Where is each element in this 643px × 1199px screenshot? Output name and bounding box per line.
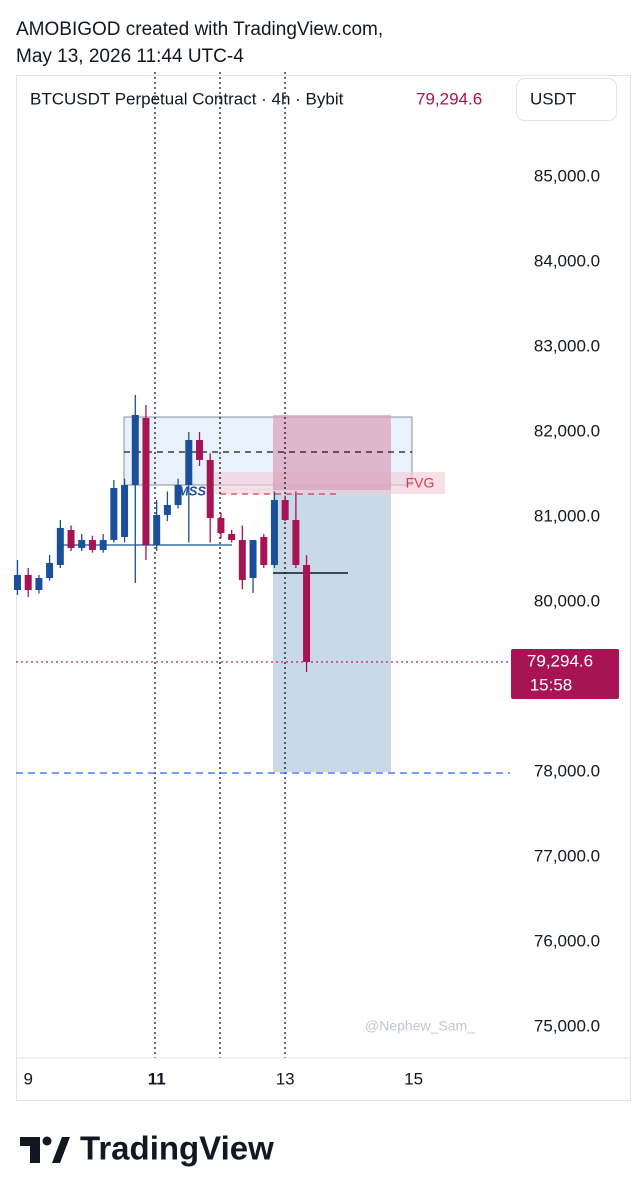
candle-body bbox=[121, 485, 129, 537]
drawings: MSS FVG bbox=[16, 72, 510, 1058]
last-price-label: 79,294.6 bbox=[527, 651, 593, 670]
watermark: @Nephew_Sam_ bbox=[365, 1018, 475, 1034]
candle-body bbox=[174, 485, 182, 506]
candle-body bbox=[292, 519, 300, 566]
candle-body bbox=[67, 529, 75, 549]
candle-body bbox=[35, 578, 43, 591]
currency-label[interactable]: USDT bbox=[530, 89, 576, 108]
header-last-price: 79,294.6 bbox=[416, 89, 482, 108]
y-tick-label: 76,000.0 bbox=[534, 931, 600, 950]
candle-body bbox=[228, 533, 236, 541]
y-tick-label: 82,000.0 bbox=[534, 421, 600, 440]
header-line: May 13, 2026 11:44 UTC-4 bbox=[16, 46, 244, 67]
candle-body bbox=[13, 574, 21, 591]
y-tick-label: 85,000.0 bbox=[534, 166, 600, 185]
candle-body bbox=[196, 439, 204, 460]
x-tick-label: 9 bbox=[23, 1069, 32, 1088]
candle-body bbox=[131, 414, 139, 486]
candle-body bbox=[185, 439, 193, 486]
candle-body bbox=[163, 505, 171, 515]
candle-body bbox=[142, 417, 150, 545]
candle-body bbox=[249, 540, 257, 579]
logo-mark bbox=[20, 1137, 40, 1163]
candle-body bbox=[206, 459, 214, 519]
candle-body bbox=[110, 488, 118, 541]
y-tick-label: 80,000.0 bbox=[534, 591, 600, 610]
candle-body bbox=[78, 540, 86, 549]
candle-body bbox=[260, 536, 268, 566]
candle-body bbox=[46, 562, 54, 579]
candle-body bbox=[99, 540, 107, 550]
y-tick-label: 84,000.0 bbox=[534, 251, 600, 270]
header-line: AMOBIGOD created with TradingView.com, bbox=[16, 19, 383, 40]
symbol-title: BTCUSDT Perpetual Contract · 4h · Bybit bbox=[30, 89, 344, 108]
logo-mark bbox=[42, 1136, 52, 1146]
brand-name: TradingView bbox=[80, 1130, 274, 1167]
logo-mark bbox=[52, 1137, 70, 1163]
x-tick-label: 13 bbox=[276, 1069, 295, 1088]
candles bbox=[13, 395, 311, 673]
last-price-box bbox=[511, 648, 619, 699]
fvg-label: FVG bbox=[406, 475, 435, 491]
candle-body bbox=[270, 499, 278, 566]
candle-body bbox=[24, 574, 32, 591]
currency-button[interactable] bbox=[516, 78, 617, 121]
x-tick-label: 15 bbox=[404, 1069, 423, 1088]
mss-label: MSS bbox=[178, 483, 207, 498]
candle-body bbox=[303, 565, 311, 662]
brand-logo bbox=[20, 1136, 70, 1163]
y-tick-label: 81,000.0 bbox=[534, 506, 600, 525]
candle-body bbox=[217, 518, 225, 533]
y-tick-label: 83,000.0 bbox=[534, 336, 600, 355]
x-tick-label: 11 bbox=[148, 1069, 166, 1088]
candle-body bbox=[88, 540, 96, 550]
position-target-zone bbox=[273, 485, 391, 772]
countdown-label: 15:58 bbox=[530, 675, 573, 694]
y-tick-label: 78,000.0 bbox=[534, 761, 600, 780]
candle-body bbox=[238, 540, 246, 580]
candle-body bbox=[281, 499, 289, 520]
candle-body bbox=[56, 527, 64, 566]
y-tick-label: 77,000.0 bbox=[534, 846, 600, 865]
candle-body bbox=[153, 514, 161, 545]
y-tick-label: 75,000.0 bbox=[534, 1016, 600, 1035]
